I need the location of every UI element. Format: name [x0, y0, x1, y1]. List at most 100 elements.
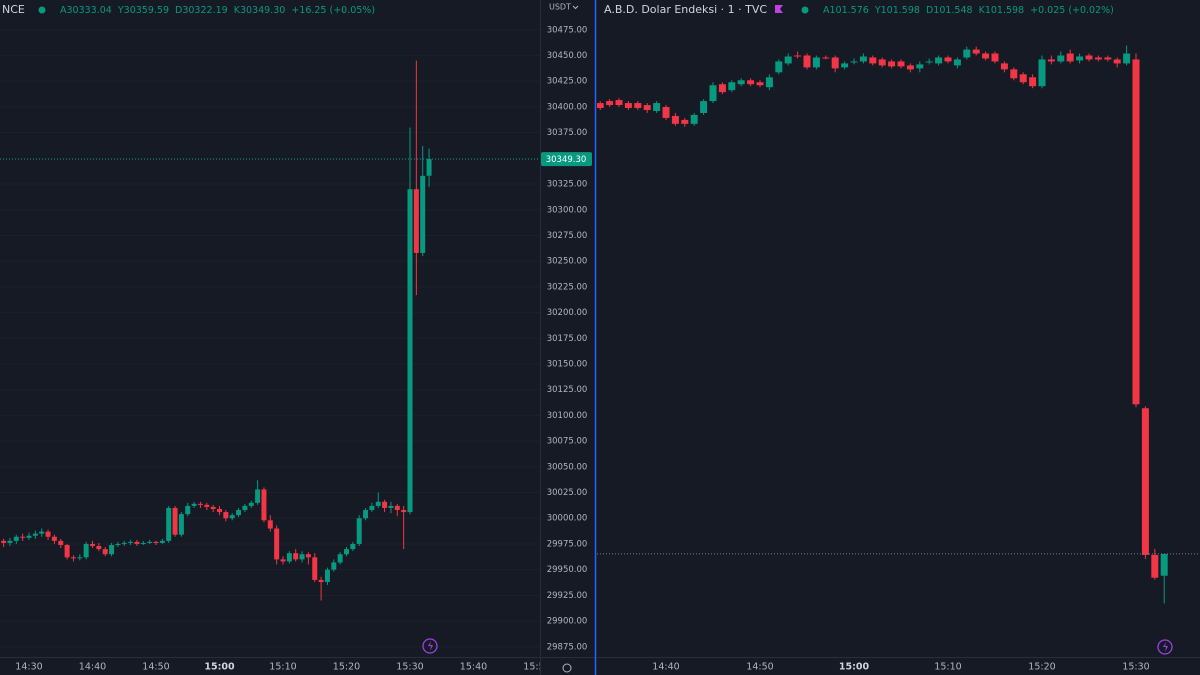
candle-body	[1, 540, 7, 543]
candle-body	[812, 57, 820, 68]
candle-body	[229, 515, 235, 519]
ohlc-legend: A101.576 Y101.598 D101.548 K101.598 +0.0…	[823, 5, 1114, 16]
alert-icon[interactable]	[422, 638, 438, 654]
candle-body	[953, 59, 961, 66]
candle-body	[204, 504, 210, 507]
candle-body	[115, 543, 121, 545]
alert-icon[interactable]	[1157, 639, 1173, 655]
flag-icon[interactable]	[775, 5, 783, 13]
candle-body	[197, 503, 203, 505]
candle-body	[1010, 69, 1018, 79]
x-tick-label: 15:10	[934, 662, 961, 673]
candle-body	[878, 59, 886, 66]
candle-body	[223, 512, 229, 519]
y-tick-label: 30125.00	[547, 385, 588, 395]
candle-body	[286, 553, 292, 562]
candle-body	[1038, 59, 1046, 87]
candle-body	[166, 507, 172, 541]
candle-body	[1029, 77, 1037, 87]
candle-body	[305, 554, 311, 558]
y-tick-label: 30150.00	[547, 360, 588, 370]
candles	[597, 45, 1168, 604]
candle-body	[96, 546, 102, 550]
candle-body	[261, 489, 267, 521]
candle-body	[394, 505, 400, 511]
currency-label[interactable]: USDT	[549, 3, 571, 12]
candle-body	[426, 159, 432, 176]
candle-body	[1132, 59, 1140, 405]
candle-body	[1000, 63, 1008, 70]
x-tick-label: 15:30	[396, 662, 423, 673]
candle-body	[13, 536, 19, 541]
candle-body	[58, 540, 64, 545]
candle-body	[356, 518, 362, 544]
x-tick-label: 15:00	[839, 662, 870, 673]
candle-body	[159, 540, 165, 543]
candle-body	[859, 56, 867, 62]
y-tick-label: 29875.00	[547, 642, 588, 652]
candle-body	[140, 542, 146, 544]
candle-body	[83, 543, 89, 558]
x-tick-label: 15:30	[1122, 662, 1149, 673]
candle-body	[102, 549, 108, 555]
candle-body	[363, 510, 369, 519]
candle-body	[401, 510, 407, 513]
x-tick-label: 15:00	[204, 662, 235, 673]
candle-body	[32, 533, 38, 536]
candle-body	[972, 49, 980, 54]
candle-body	[39, 531, 45, 534]
candle-body	[690, 114, 698, 124]
status-dot	[801, 6, 809, 14]
candle-body	[728, 82, 736, 91]
candle-body	[51, 536, 57, 541]
x-tick-label: 15:50	[523, 662, 550, 673]
candle-body	[255, 489, 261, 503]
candle-body	[413, 189, 419, 253]
candle-body	[709, 85, 717, 102]
candle-body	[869, 57, 877, 64]
candle-body	[784, 56, 792, 64]
candle-body	[822, 57, 830, 59]
candle-body	[718, 84, 726, 93]
x-tick-label: 14:50	[142, 662, 169, 673]
y-tick-label: 30050.00	[547, 462, 588, 472]
x-tick-label: 14:40	[652, 662, 679, 673]
candle-body	[337, 554, 343, 563]
candle-body	[1085, 55, 1093, 60]
y-tick-label: 30275.00	[547, 231, 588, 241]
candle-body	[134, 541, 140, 544]
candle-body	[606, 101, 614, 106]
candle-body	[982, 53, 990, 59]
settings-icon[interactable]	[562, 663, 572, 673]
y-tick-label: 30475.00	[547, 25, 588, 35]
candle-body	[681, 119, 689, 124]
candle-body	[916, 64, 924, 69]
candle-body	[7, 540, 13, 543]
candle-body	[597, 103, 604, 109]
last-price-tag	[541, 152, 592, 167]
candle-body	[299, 554, 305, 560]
candle-body	[756, 82, 764, 86]
candle-body	[344, 549, 349, 555]
x-tick-label: 15:40	[460, 662, 487, 673]
candle-body	[1151, 554, 1159, 578]
x-tick-label: 14:30	[15, 662, 42, 673]
legend-item: +0.025 (+0.02%)	[1030, 5, 1114, 16]
candle-body	[925, 61, 933, 63]
candle-body	[1066, 53, 1074, 62]
symbol-title: A.B.D. Dolar Endeksi · 1 · TVC	[604, 3, 767, 16]
candle-body	[407, 189, 413, 513]
candle-body	[420, 175, 426, 253]
y-tick-label: 30300.00	[547, 205, 588, 215]
alert-bolt	[428, 641, 433, 651]
x-tick-label: 15:20	[1028, 662, 1055, 673]
y-tick-label: 30075.00	[547, 437, 588, 447]
candle-body	[747, 80, 755, 85]
candle-body	[185, 505, 191, 515]
candle-body	[178, 514, 184, 535]
currency-caret	[572, 5, 579, 10]
candle-body	[888, 61, 896, 67]
ohlc-legend: A30333.04 Y30359.59 D30322.19 K30349.30 …	[60, 5, 375, 16]
symbol-title: NCE	[2, 3, 25, 16]
